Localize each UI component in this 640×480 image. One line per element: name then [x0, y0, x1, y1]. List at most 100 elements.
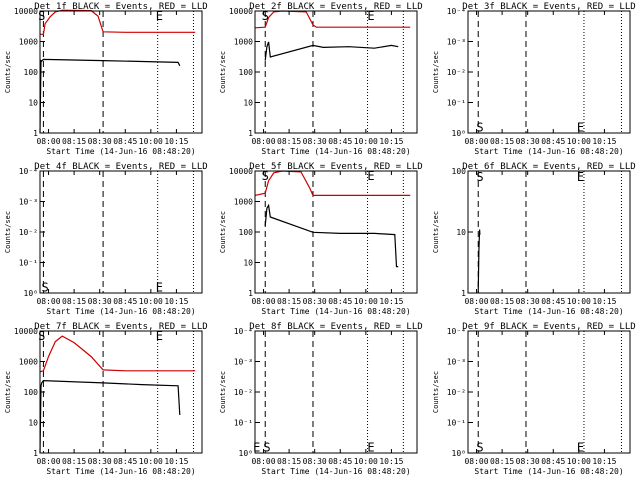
y-tick-label: 1000 [234, 38, 253, 47]
x-tick-label: 08:30 [516, 457, 540, 466]
y-tick-label: 1000 [234, 198, 253, 207]
panel-title: Det 4f BLACK = Events, RED = LLD [34, 162, 207, 172]
x-tick-label: 08:45 [113, 297, 137, 306]
x-tick-label: 08:30 [88, 137, 112, 146]
y-tick-label: 10⁻¹ [447, 99, 466, 108]
events-series-line [264, 203, 399, 268]
y-tick-label: 10 [28, 419, 38, 428]
y-tick-label: 10⁻² [234, 388, 253, 397]
marker-annotation: E [253, 440, 260, 454]
y-axis-label: Counts/sec [4, 51, 12, 93]
x-tick-label: 08:45 [328, 137, 352, 146]
y-axis-label: Counts/sec [4, 371, 12, 413]
y-tick-label: 100 [24, 68, 39, 77]
x-tick-label: 08:45 [328, 457, 352, 466]
marker-annotation: E [156, 280, 163, 294]
marker-annotation: S [41, 280, 48, 294]
y-tick-label: 1000 [19, 358, 38, 367]
y-tick-label: 10⁻³ [234, 358, 253, 367]
y-tick-label: 100 [239, 228, 254, 237]
y-tick-label: 10⁰ [452, 129, 466, 138]
x-tick-label: 08:00 [251, 457, 275, 466]
marker-annotation: S [262, 9, 269, 23]
x-tick-label: 08:00 [464, 297, 488, 306]
marker-annotation: E [367, 169, 374, 183]
x-tick-label: 08:15 [490, 297, 514, 306]
x-tick-label: 08:00 [251, 137, 275, 146]
events-series-line [39, 58, 181, 134]
y-tick-label: 100 [239, 68, 254, 77]
y-tick-label: 10⁻⁴ [447, 327, 466, 336]
x-tick-label: 10:00 [139, 457, 163, 466]
y-tick-label: 10000 [14, 327, 38, 336]
y-axis-label: Counts/sec [219, 51, 227, 93]
lld-series-line [254, 10, 411, 29]
marker-annotation: E [156, 9, 163, 23]
y-tick-label: 10⁰ [24, 289, 38, 298]
y-tick-label: 100 [24, 388, 39, 397]
marker-annotation: S [476, 440, 483, 454]
y-tick-label: 1 [33, 129, 38, 138]
panel-title: Det 7f BLACK = Events, RED = LLD [34, 322, 207, 332]
panel-title: Det 5f BLACK = Events, RED = LLD [249, 162, 422, 172]
y-tick-label: 10⁻³ [19, 198, 38, 207]
y-axis-label: Counts/sec [432, 51, 440, 93]
x-axis-label: Start Time (14-Jun-16 08:48:20) [474, 307, 623, 316]
marker-annotation: S [38, 329, 45, 343]
x-tick-label: 08:45 [541, 297, 565, 306]
x-tick-label: 10:15 [379, 457, 403, 466]
marker-annotation: E [367, 440, 374, 454]
panel-frame [467, 170, 631, 294]
x-tick-label: 10:00 [139, 137, 163, 146]
x-tick-label: 08:15 [277, 457, 301, 466]
x-tick-label: 10:00 [567, 457, 591, 466]
panel-frame [254, 170, 418, 294]
x-tick-label: 10:15 [592, 137, 616, 146]
x-tick-label: 10:15 [164, 297, 188, 306]
panel-frame [39, 330, 203, 454]
y-tick-label: 10000 [229, 7, 253, 16]
y-tick-label: 10⁻¹ [19, 259, 38, 268]
marker-annotation: E [577, 440, 584, 454]
x-tick-label: 08:15 [62, 297, 86, 306]
y-tick-label: 10⁻⁴ [234, 327, 253, 336]
x-tick-label: 10:00 [354, 457, 378, 466]
panel-title: Det 8f BLACK = Events, RED = LLD [249, 322, 422, 332]
marker-annotation: E [367, 9, 374, 23]
x-tick-label: 08:00 [464, 457, 488, 466]
x-tick-label: 08:30 [88, 297, 112, 306]
lld-series-line [40, 9, 196, 35]
x-tick-label: 08:30 [303, 137, 327, 146]
x-tick-label: 08:30 [303, 457, 327, 466]
x-tick-label: 08:15 [62, 137, 86, 146]
y-tick-label: 1 [33, 449, 38, 458]
x-tick-label: 10:00 [354, 297, 378, 306]
x-tick-label: 08:45 [541, 137, 565, 146]
panel-frame [39, 170, 203, 294]
y-axis-label: Counts/sec [219, 371, 227, 413]
y-tick-label: 10 [28, 99, 38, 108]
panel-title: Det 6f BLACK = Events, RED = LLD [462, 162, 635, 172]
y-axis-label: Counts/sec [4, 211, 12, 253]
x-tick-label: 08:15 [277, 137, 301, 146]
y-tick-label: 10⁻² [447, 68, 466, 77]
x-tick-label: 08:00 [36, 137, 60, 146]
x-tick-label: 08:45 [113, 457, 137, 466]
y-tick-label: 10⁰ [239, 449, 253, 458]
x-tick-label: 10:15 [164, 457, 188, 466]
y-tick-label: 10⁻² [19, 228, 38, 237]
x-tick-label: 08:00 [251, 297, 275, 306]
y-tick-label: 10⁻² [447, 388, 466, 397]
x-tick-label: 08:00 [464, 137, 488, 146]
y-tick-label: 1 [248, 289, 253, 298]
x-axis-label: Start Time (14-Jun-16 08:48:20) [261, 147, 410, 156]
y-tick-label: 100 [452, 167, 467, 176]
panel-frame [467, 10, 631, 134]
y-tick-label: 10000 [229, 167, 253, 176]
lld-series-line [39, 335, 196, 373]
